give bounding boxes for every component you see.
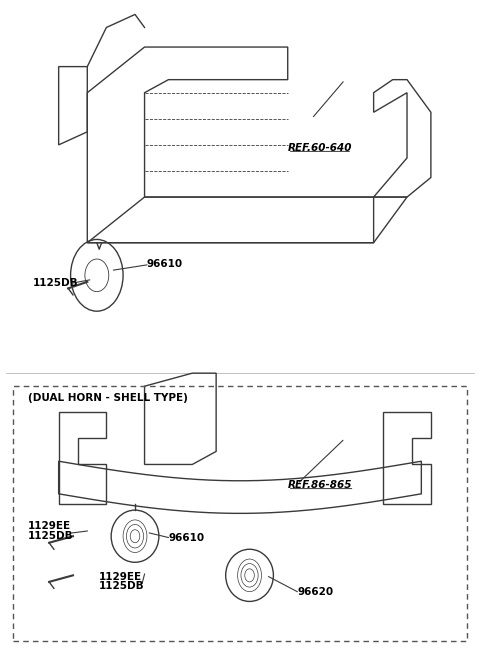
Text: 96610: 96610 [147,259,183,269]
Text: 96620: 96620 [297,587,334,597]
Text: 96610: 96610 [168,533,204,542]
Text: 1125DB: 1125DB [33,278,78,288]
Text: 1129EE: 1129EE [99,572,143,582]
Text: REF.60-640: REF.60-640 [288,143,352,153]
Text: 1129EE: 1129EE [28,521,71,531]
Text: REF.86-865: REF.86-865 [288,480,352,491]
Text: 1125DB: 1125DB [99,582,145,591]
Text: (DUAL HORN - SHELL TYPE): (DUAL HORN - SHELL TYPE) [28,393,188,403]
Text: 1125DB: 1125DB [28,531,73,541]
